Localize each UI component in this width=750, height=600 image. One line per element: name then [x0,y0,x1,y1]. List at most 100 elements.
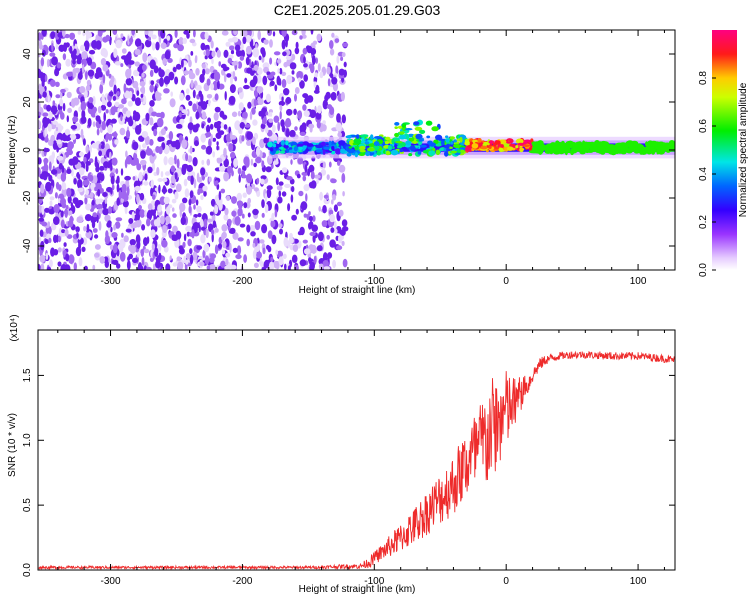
heatmap-noise-cell [145,112,150,122]
heatmap-noise-cell [190,79,194,89]
heatmap-noise-cell [49,200,53,207]
heatmap-noise-cell [221,30,229,36]
heatmap-noise-cell [42,120,48,129]
heatmap-noise-cell [39,254,46,263]
heatmap-noise-cell [113,224,116,231]
heatmap-noise-cell [94,234,99,239]
heatmap-noise-cell [220,260,226,268]
heatmap-noise-cell [205,228,209,239]
heatmap-noise-cell [311,55,316,65]
heatmap-noise-cell [265,166,272,173]
heatmap-noise-cell [296,70,303,80]
heatmap-noise-cell [38,263,41,270]
heatmap-noise-cell [218,61,221,67]
heatmap-noise-cell [291,70,295,75]
heatmap-noise-cell [164,215,171,225]
heatmap-noise-cell [237,167,242,175]
x-tick-label: 0 [503,276,509,287]
heatmap-noise-cell [159,215,165,225]
heatmap-noise-cell [211,213,216,223]
heatmap-noise-cell [299,259,307,267]
heatmap-signal-cell [509,143,516,147]
heatmap-noise-cell [237,61,243,69]
heatmap-noise-cell [164,50,171,60]
heatmap-noise-cell [172,213,177,218]
heatmap-noise-cell [87,69,95,77]
heatmap-noise-cell [149,117,154,126]
heatmap-noise-cell [307,168,311,177]
heatmap-noise-cell [61,181,66,190]
heatmap-noise-cell [147,166,153,174]
heatmap-noise-cell [260,175,267,180]
heatmap-signal-cell [283,144,289,149]
heatmap-noise-cell [112,30,118,35]
heatmap-noise-cell [199,261,205,267]
heatmap-noise-cell [210,66,214,72]
heatmap-noise-cell [253,98,257,107]
heatmap-signal-cell [417,150,422,155]
heatmap-noise-cell [146,218,151,227]
heatmap-noise-cell [290,194,294,203]
y-tick-label: 0 [22,147,33,153]
heatmap-noise-cell [182,37,187,45]
heatmap-signal-cell [399,148,404,153]
heatmap-noise-cell [121,232,124,238]
heatmap-noise-cell [50,169,58,175]
heatmap-noise-cell [115,39,122,49]
heatmap-signal-cell [459,136,463,143]
heatmap-noise-cell [232,70,236,80]
heatmap-noise-cell [343,61,347,68]
heatmap-signal-cell [444,144,450,149]
heatmap-noise-cell [234,44,241,52]
heatmap-noise-cell [155,112,162,118]
heatmap-noise-cell [272,31,276,37]
colorbar-tick-label: 0.0 [698,263,709,277]
heatmap-noise-cell [70,124,78,130]
heatmap-signal-cell [488,145,492,149]
heatmap-noise-cell [49,52,56,57]
heatmap-noise-cell [210,40,214,49]
heatmap-noise-cell [149,69,154,77]
heatmap-noise-cell [285,55,292,61]
heatmap-noise-cell [229,227,236,234]
heatmap-noise-cell [134,61,140,67]
heatmap-signal-cell [297,143,305,147]
heatmap-noise-cell [216,141,219,146]
heatmap-noise-cell [91,142,99,149]
heatmap-noise-cell [210,134,213,143]
heatmap-signal-cell [554,148,562,152]
heatmap-noise-cell [252,47,260,58]
heatmap-noise-cell [187,122,194,131]
heatmap-noise-cell [281,124,286,133]
heatmap-noise-cell [223,158,229,168]
heatmap-noise-cell [201,63,206,70]
heatmap-noise-cell [254,220,261,231]
heatmap-noise-cell [120,197,125,203]
heatmap-noise-cell [261,56,265,63]
heatmap-noise-cell [157,178,163,182]
x-tick-label: -200 [232,576,252,587]
heatmap-noise-cell [265,111,269,116]
heatmap-noise-cell [74,67,81,73]
heatmap-noise-cell [266,74,274,79]
heatmap-signal-cell [359,149,366,153]
heatmap-noise-cell [64,136,71,142]
heatmap-noise-cell [332,259,336,269]
heatmap-noise-cell [84,214,92,222]
heatmap-noise-cell [265,93,271,103]
heatmap-noise-cell [58,163,63,170]
heatmap-noise-cell [299,131,306,136]
heatmap-noise-cell [316,245,323,252]
heatmap-noise-cell [177,44,185,52]
heatmap-noise-cell [195,84,202,91]
heatmap-noise-cell [219,110,225,118]
heatmap-noise-cell [78,151,84,157]
heatmap-noise-cell [94,244,101,250]
heatmap-signal-cell [628,149,637,152]
heatmap-noise-cell [211,50,216,58]
heatmap-noise-cell [191,229,195,239]
heatmap-noise-cell [38,236,42,244]
heatmap-noise-cell [220,122,224,128]
heatmap-noise-cell [271,234,277,245]
heatmap-signal-cell [425,120,433,126]
